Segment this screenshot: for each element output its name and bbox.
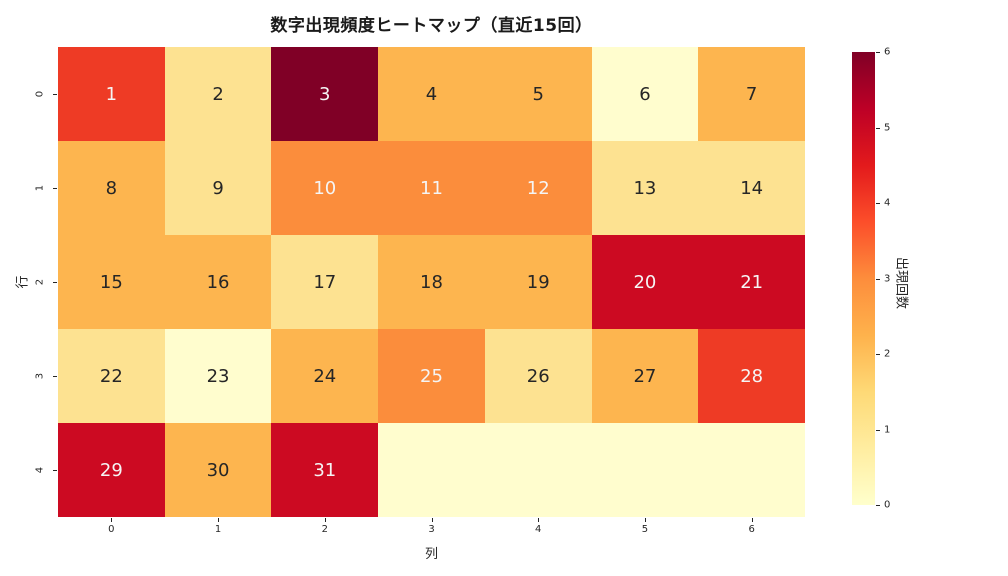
heatmap-cell: 14	[698, 141, 805, 235]
heatmap-cell: 26	[484, 329, 592, 423]
x-tick-mark	[751, 518, 753, 522]
heatmap-cell: 30	[164, 423, 272, 517]
chart-title: 数字出現頻度ヒートマップ（直近15回）	[270, 16, 593, 36]
colorbar-tick-label: 5	[884, 122, 891, 133]
heatmap-cell: 1	[58, 47, 165, 141]
x-tick-mark	[644, 518, 646, 522]
heatmap-cell: 13	[591, 141, 699, 235]
x-tick-label: 0	[108, 524, 115, 535]
y-tick-label: 2	[34, 278, 46, 286]
x-tick-mark	[538, 518, 540, 522]
colorbar-tick-mark	[876, 52, 880, 53]
y-tick-mark	[53, 470, 57, 471]
heatmap-cell: 31	[271, 423, 379, 517]
y-tick-label: 1	[34, 184, 46, 192]
colorbar-tick-label: 1	[884, 424, 891, 435]
heatmap-cell: 20	[591, 235, 699, 329]
colorbar-tick-label: 3	[884, 273, 891, 284]
y-tick-mark	[53, 94, 57, 95]
colorbar-tick-label: 4	[884, 197, 891, 209]
colorbar-tick-mark	[876, 505, 880, 506]
colorbar-tick-mark	[876, 203, 880, 204]
x-tick-label: 2	[321, 524, 328, 535]
heatmap-cell: 7	[698, 47, 805, 141]
heatmap-cell	[484, 423, 592, 517]
y-tick-label: 0	[34, 90, 46, 98]
heatmap-cell	[378, 423, 485, 517]
colorbar-gradient	[852, 52, 875, 505]
x-tick-mark	[431, 518, 433, 522]
x-tick-label: 3	[428, 524, 435, 535]
heatmap-cell: 18	[378, 235, 485, 329]
x-tick-label: 5	[641, 524, 649, 535]
heatmap-cell: 16	[164, 235, 272, 329]
heatmap-cell	[698, 423, 805, 517]
heatmap-cell: 4	[378, 47, 485, 141]
heatmap-cell: 6	[591, 47, 699, 141]
heatmap-cell: 15	[58, 235, 165, 329]
heatmap-cell: 2	[164, 47, 272, 141]
colorbar-tick-label: 6	[884, 46, 891, 58]
heatmap-cell: 19	[484, 235, 592, 329]
heatmap-cell: 5	[484, 47, 592, 141]
heatmap-cell: 3	[271, 47, 379, 141]
colorbar-tick-mark	[876, 354, 880, 355]
y-tick-label: 3	[34, 372, 46, 380]
y-tick-mark	[53, 282, 57, 283]
heatmap-cell: 29	[58, 423, 165, 517]
x-tick-mark	[111, 518, 113, 522]
colorbar-tick-label: 2	[884, 348, 891, 360]
y-tick-label: 4	[34, 466, 46, 474]
heatmap-cell	[591, 423, 699, 517]
x-tick-mark	[218, 518, 220, 522]
colorbar-tick-mark	[876, 278, 880, 280]
x-tick-mark	[324, 518, 326, 522]
heatmap-cell: 17	[271, 235, 379, 329]
colorbar-tick-mark	[876, 127, 880, 129]
colorbar-tick-label: 0	[884, 499, 891, 511]
x-tick-label: 4	[535, 524, 542, 535]
heatmap-grid: 1 2 3 4 5 6 7 8 9 10 11 12 13 14 15 16 17 18 19 20 21 22 23 24 2…	[58, 47, 805, 517]
y-tick-mark	[53, 188, 57, 189]
heatmap-cell: 24	[271, 329, 379, 423]
x-axis-label: 列	[424, 547, 438, 562]
colorbar-tick-mark	[876, 429, 880, 431]
colorbar-label: 出現回数	[893, 256, 909, 310]
y-tick-mark	[53, 376, 57, 377]
heatmap-cell: 10	[271, 141, 379, 235]
heatmap-cell: 9	[164, 141, 272, 235]
heatmap-cell: 25	[378, 329, 485, 423]
heatmap-cell: 21	[698, 235, 805, 329]
heatmap-cell: 22	[58, 329, 165, 423]
heatmap-cell: 23	[164, 329, 272, 423]
heatmap-cell: 27	[591, 329, 699, 423]
heatmap-cell: 12	[484, 141, 592, 235]
heatmap-cell: 28	[698, 329, 805, 423]
x-tick-label: 6	[748, 524, 755, 535]
heatmap-cell: 11	[378, 141, 485, 235]
heatmap-cell: 8	[58, 141, 165, 235]
x-tick-label: 1	[214, 524, 222, 535]
y-axis-label: 行	[15, 275, 31, 289]
